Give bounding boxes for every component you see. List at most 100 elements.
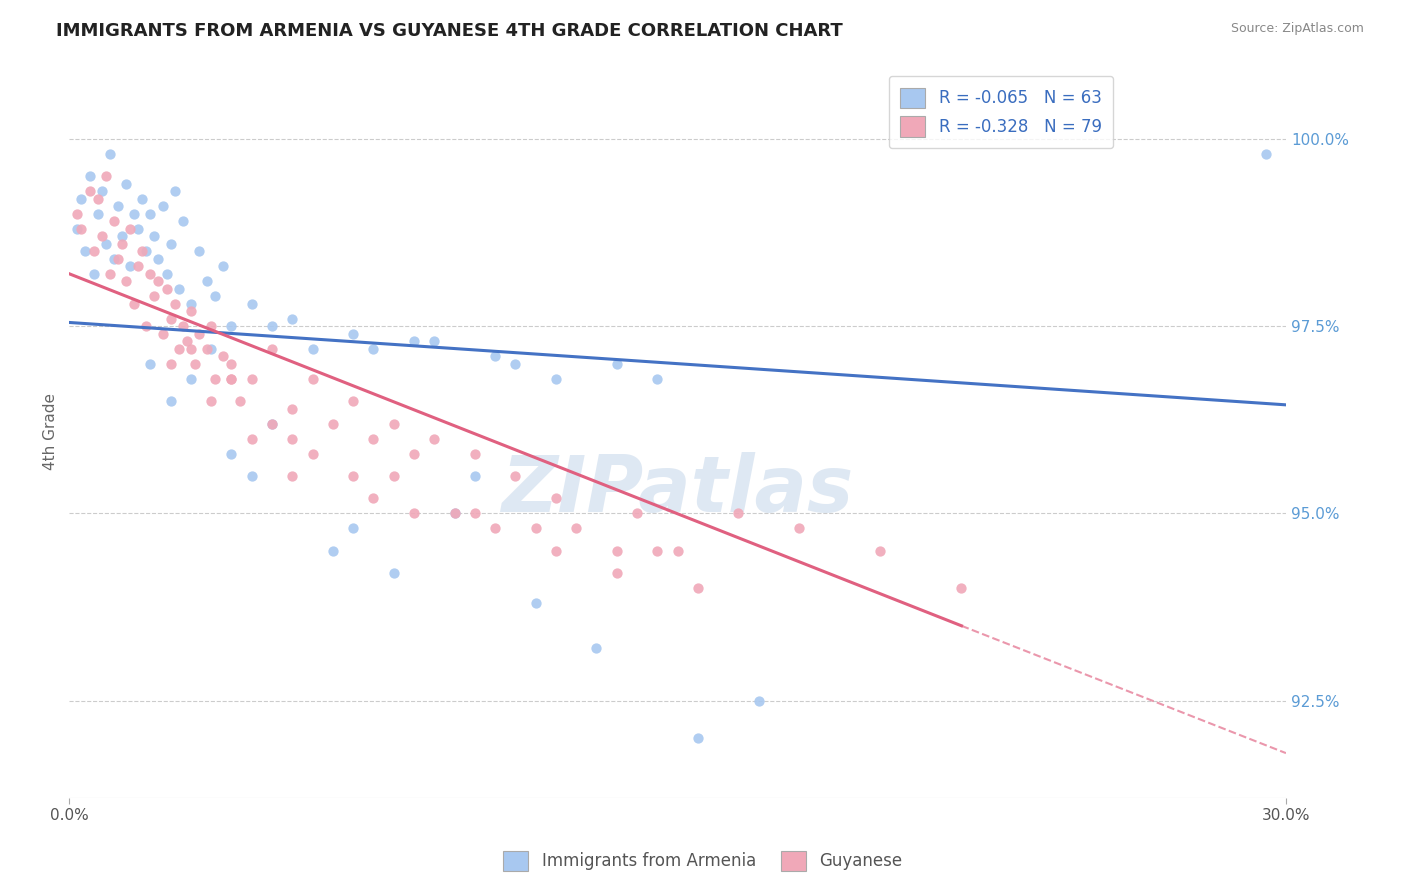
Point <box>163 185 186 199</box>
Point <box>90 229 112 244</box>
Legend: Immigrants from Armenia, Guyanese: Immigrants from Armenia, Guyanese <box>495 842 911 880</box>
Point <box>221 371 243 385</box>
Point <box>83 244 105 259</box>
Point <box>143 229 166 244</box>
Point <box>115 177 138 191</box>
Point <box>98 267 121 281</box>
Point <box>363 491 385 506</box>
Point <box>86 207 108 221</box>
Point <box>464 507 486 521</box>
Point <box>111 229 134 244</box>
Point <box>363 432 385 446</box>
Point <box>423 432 446 446</box>
Point <box>75 244 97 259</box>
Point <box>204 289 226 303</box>
Point <box>342 326 364 341</box>
Legend: R = -0.065   N = 63, R = -0.328   N = 79: R = -0.065 N = 63, R = -0.328 N = 79 <box>889 76 1114 148</box>
Point <box>159 236 181 251</box>
Point <box>200 394 222 409</box>
Point <box>212 260 235 274</box>
Point <box>221 357 243 371</box>
Point <box>869 544 891 558</box>
Point <box>127 260 149 274</box>
Point <box>260 417 283 431</box>
Point <box>131 244 153 259</box>
Point <box>342 394 364 409</box>
Point <box>79 185 101 199</box>
Point <box>135 244 157 259</box>
Point <box>505 469 527 483</box>
Point <box>402 507 425 521</box>
Point <box>139 267 162 281</box>
Point <box>443 507 465 521</box>
Point <box>342 521 364 535</box>
Point <box>464 469 486 483</box>
Point <box>585 641 607 656</box>
Point <box>260 417 283 431</box>
Point <box>686 731 709 746</box>
Point <box>281 311 304 326</box>
Point <box>143 289 166 303</box>
Point <box>221 371 243 385</box>
Point <box>1254 147 1277 161</box>
Point <box>544 491 567 506</box>
Point <box>464 446 486 460</box>
Point <box>647 371 669 385</box>
Point <box>148 274 170 288</box>
Point <box>172 319 194 334</box>
Point <box>260 319 283 334</box>
Point <box>544 544 567 558</box>
Point <box>200 319 222 334</box>
Point <box>240 297 263 311</box>
Point <box>107 252 129 266</box>
Point <box>86 192 108 206</box>
Point <box>221 446 243 460</box>
Point <box>342 469 364 483</box>
Point <box>139 357 162 371</box>
Point <box>159 394 181 409</box>
Point <box>606 357 628 371</box>
Point <box>131 192 153 206</box>
Point <box>148 252 170 266</box>
Point <box>127 222 149 236</box>
Point <box>79 169 101 184</box>
Point <box>155 267 177 281</box>
Point <box>66 207 89 221</box>
Point <box>167 282 190 296</box>
Point <box>727 507 749 521</box>
Point <box>402 446 425 460</box>
Point <box>382 566 405 581</box>
Point <box>122 207 145 221</box>
Text: ZIPatlas: ZIPatlas <box>502 451 853 528</box>
Text: IMMIGRANTS FROM ARMENIA VS GUYANESE 4TH GRADE CORRELATION CHART: IMMIGRANTS FROM ARMENIA VS GUYANESE 4TH … <box>56 22 844 40</box>
Point <box>524 596 547 610</box>
Point <box>686 582 709 596</box>
Point <box>152 326 174 341</box>
Point <box>524 521 547 535</box>
Point <box>180 342 202 356</box>
Point <box>221 319 243 334</box>
Point <box>382 469 405 483</box>
Point <box>163 297 186 311</box>
Point <box>180 371 202 385</box>
Point <box>122 297 145 311</box>
Point <box>103 214 125 228</box>
Text: Source: ZipAtlas.com: Source: ZipAtlas.com <box>1230 22 1364 36</box>
Point <box>484 521 506 535</box>
Point <box>544 371 567 385</box>
Point <box>322 544 344 558</box>
Point <box>363 342 385 356</box>
Point <box>70 192 93 206</box>
Point <box>83 267 105 281</box>
Point <box>484 349 506 363</box>
Point <box>565 521 588 535</box>
Point <box>94 236 117 251</box>
Point <box>195 274 218 288</box>
Point <box>228 394 250 409</box>
Point <box>443 507 465 521</box>
Point <box>626 507 648 521</box>
Point <box>172 214 194 228</box>
Point <box>135 319 157 334</box>
Point <box>152 199 174 213</box>
Point <box>281 469 304 483</box>
